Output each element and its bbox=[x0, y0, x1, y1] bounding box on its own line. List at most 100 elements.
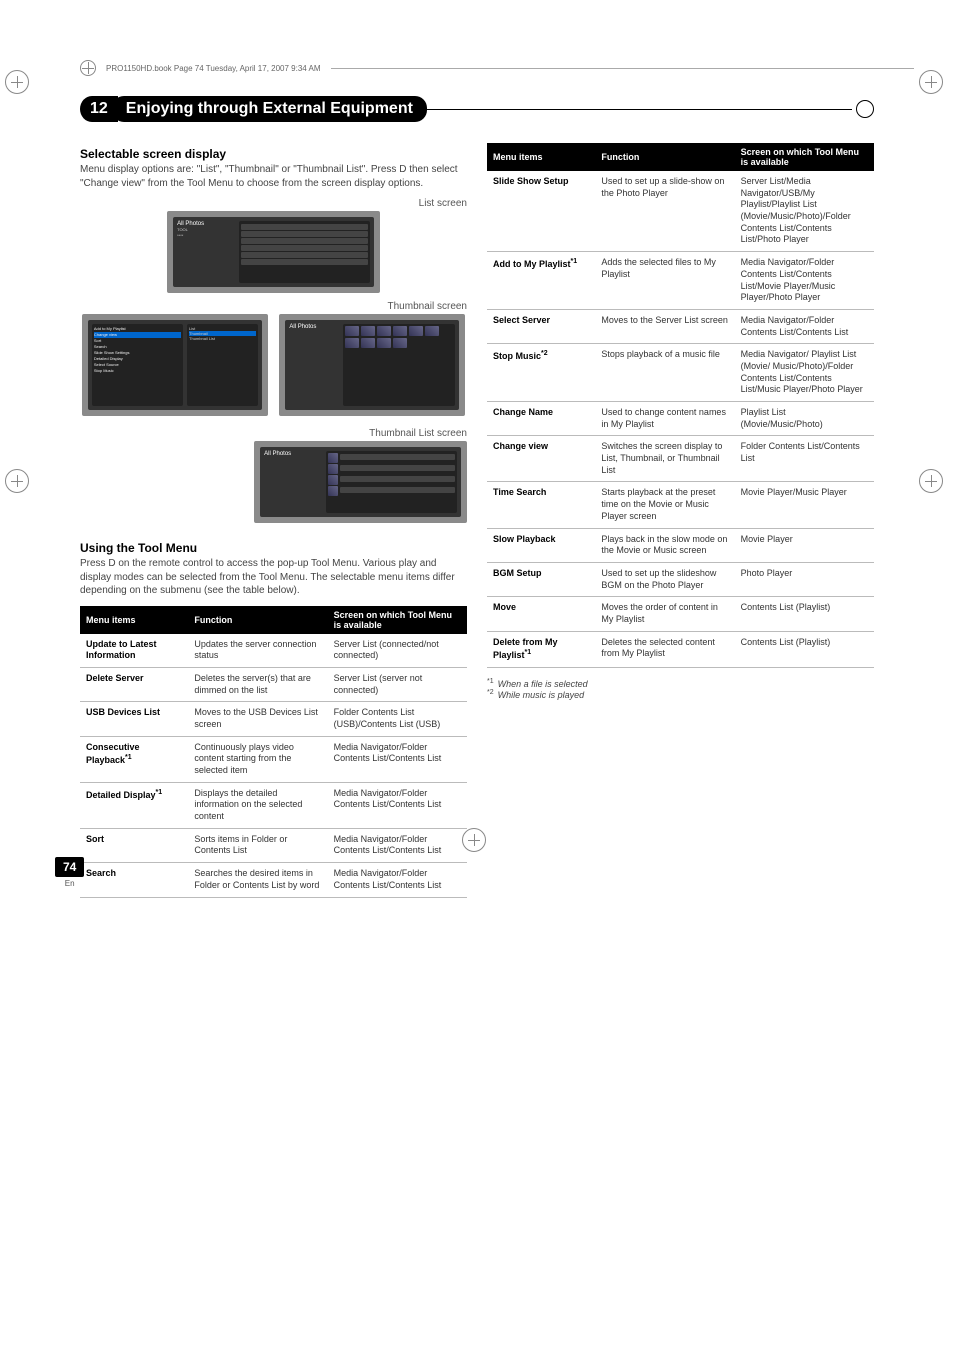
screenshot-thumblist: All Photos bbox=[254, 441, 467, 523]
cell-function: Moves the order of content in My Playlis… bbox=[595, 597, 734, 631]
section-body-toolmenu: Press D on the remote control to access … bbox=[80, 557, 467, 598]
cell-screen: Media Navigator/Folder Contents List/Con… bbox=[328, 828, 467, 862]
ss-title: All Photos bbox=[289, 324, 339, 330]
th-func: Function bbox=[595, 143, 734, 171]
superscript: *1 bbox=[156, 789, 163, 796]
cell-function: Deletes the server(s) that are dimmed on… bbox=[188, 667, 327, 701]
fn-text-2: While music is played bbox=[498, 690, 585, 700]
section-body-selectable: Menu display options are: "List", "Thumb… bbox=[80, 163, 467, 190]
cell-name: Consecutive Playback*1 bbox=[80, 736, 188, 782]
table-row: SearchSearches the desired items in Fold… bbox=[80, 863, 467, 897]
cell-function: Continuously plays video content startin… bbox=[188, 736, 327, 782]
cell-function: Deletes the selected content from My Pla… bbox=[595, 631, 734, 667]
cell-name: Slide Show Setup bbox=[487, 171, 595, 252]
chapter-header: 12 Enjoying through External Equipment bbox=[80, 96, 874, 122]
cell-screen: Server List (connected/not connected) bbox=[328, 634, 467, 668]
cell-name: Change Name bbox=[487, 402, 595, 436]
page-number: 74 bbox=[55, 857, 84, 877]
superscript: *1 bbox=[525, 649, 532, 656]
page-number-block: 74 En bbox=[55, 857, 84, 888]
table-row: MoveMoves the order of content in My Pla… bbox=[487, 597, 874, 631]
fn-text-1: When a file is selected bbox=[498, 679, 588, 689]
registration-mark bbox=[919, 70, 949, 100]
table-row: SortSorts items in Folder or Contents Li… bbox=[80, 828, 467, 862]
registration-mark bbox=[5, 469, 35, 499]
th-func: Function bbox=[188, 606, 327, 634]
cell-name: Delete Server bbox=[80, 667, 188, 701]
book-header: PRO1150HD.book Page 74 Tuesday, April 17… bbox=[80, 60, 914, 76]
table-row: Slide Show SetupUsed to set up a slide-s… bbox=[487, 171, 874, 252]
page-lang: En bbox=[55, 879, 84, 888]
cell-function: Sorts items in Folder or Contents List bbox=[188, 828, 327, 862]
cell-name: Slow Playback bbox=[487, 528, 595, 562]
table-row: Detailed Display*1Displays the detailed … bbox=[80, 782, 467, 828]
right-column: Menu items Function Screen on which Tool… bbox=[487, 137, 874, 898]
cell-function: Displays the detailed information on the… bbox=[188, 782, 327, 828]
cell-name: USB Devices List bbox=[80, 702, 188, 736]
table-row: Add to My Playlist*1Adds the selected fi… bbox=[487, 252, 874, 310]
fn-mark-1: *1 bbox=[487, 678, 494, 685]
footnotes: *1 When a file is selected *2 While music … bbox=[487, 678, 874, 700]
cell-screen: Folder Contents List/Contents List bbox=[735, 436, 874, 482]
th-items: Menu items bbox=[487, 143, 595, 171]
table-row: Delete ServerDeletes the server(s) that … bbox=[80, 667, 467, 701]
cell-name: Time Search bbox=[487, 482, 595, 528]
menu-table-left: Menu items Function Screen on which Tool… bbox=[80, 606, 467, 898]
cell-screen: Media Navigator/Folder Contents List/Con… bbox=[735, 252, 874, 310]
section-title-toolmenu: Using the Tool Menu bbox=[80, 541, 467, 555]
cell-name: Move bbox=[487, 597, 595, 631]
cell-name: BGM Setup bbox=[487, 562, 595, 596]
cell-screen: Media Navigator/Folder Contents List/Con… bbox=[328, 736, 467, 782]
screenshot-toolmenu: Add to My Playlist Change view Sort Sear… bbox=[82, 314, 268, 416]
cell-screen: Contents List (Playlist) bbox=[735, 597, 874, 631]
cell-function: Searches the desired items in Folder or … bbox=[188, 863, 327, 897]
cell-name: Delete from My Playlist*1 bbox=[487, 631, 595, 667]
cell-function: Adds the selected files to My Playlist bbox=[595, 252, 734, 310]
cell-function: Used to change content names in My Playl… bbox=[595, 402, 734, 436]
cell-name: Change view bbox=[487, 436, 595, 482]
cell-screen: Contents List (Playlist) bbox=[735, 631, 874, 667]
cell-name: Sort bbox=[80, 828, 188, 862]
registration-mark bbox=[5, 70, 35, 100]
cell-function: Moves to the Server List screen bbox=[595, 309, 734, 343]
table-row: Change NameUsed to change content names … bbox=[487, 402, 874, 436]
cell-screen: Media Navigator/ Playlist List (Movie/ M… bbox=[735, 344, 874, 402]
superscript: *2 bbox=[541, 350, 548, 357]
cell-function: Switches the screen display to List, Thu… bbox=[595, 436, 734, 482]
registration-mark bbox=[919, 469, 949, 499]
table-row: Stop Music*2Stops playback of a music fi… bbox=[487, 344, 874, 402]
menu-table-right: Menu items Function Screen on which Tool… bbox=[487, 143, 874, 668]
superscript: *1 bbox=[125, 754, 132, 761]
table-row: Change viewSwitches the screen display t… bbox=[487, 436, 874, 482]
left-column: Selectable screen display Menu display o… bbox=[80, 137, 467, 898]
cell-function: Used to set up the slideshow BGM on the … bbox=[595, 562, 734, 596]
cell-function: Updates the server connection status bbox=[188, 634, 327, 668]
cell-function: Plays back in the slow mode on the Movie… bbox=[595, 528, 734, 562]
cell-screen: Media Navigator/Folder Contents List/Con… bbox=[735, 309, 874, 343]
ss-title: All Photos bbox=[264, 451, 322, 457]
table-row: BGM SetupUsed to set up the slideshow BG… bbox=[487, 562, 874, 596]
table-row: Select ServerMoves to the Server List sc… bbox=[487, 309, 874, 343]
cell-screen: Server List (server not connected) bbox=[328, 667, 467, 701]
cell-name: Add to My Playlist*1 bbox=[487, 252, 595, 310]
screenshot-list: All Photos TOOL**** bbox=[167, 211, 380, 293]
registration-mark bbox=[462, 828, 492, 858]
cell-screen: Playlist List (Movie/Music/Photo) bbox=[735, 402, 874, 436]
table-row: Consecutive Playback*1Continuously plays… bbox=[80, 736, 467, 782]
cell-screen: Movie Player bbox=[735, 528, 874, 562]
cell-name: Search bbox=[80, 863, 188, 897]
table-row: Time SearchStarts playback at the preset… bbox=[487, 482, 874, 528]
label-thumb-screen: Thumbnail screen bbox=[80, 301, 467, 312]
ss-view-item: Thumbnail List bbox=[189, 336, 256, 341]
cell-function: Used to set up a slide-show on the Photo… bbox=[595, 171, 734, 252]
book-header-text: PRO1150HD.book Page 74 Tuesday, April 17… bbox=[106, 64, 321, 73]
fn-mark-2: *2 bbox=[487, 689, 494, 696]
table-row: USB Devices ListMoves to the USB Devices… bbox=[80, 702, 467, 736]
cell-name: Stop Music*2 bbox=[487, 344, 595, 402]
ss-menu-item: Stop Music bbox=[94, 368, 181, 374]
label-list-screen: List screen bbox=[80, 198, 467, 209]
cell-screen: Media Navigator/Folder Contents List/Con… bbox=[328, 863, 467, 897]
cell-screen: Media Navigator/Folder Contents List/Con… bbox=[328, 782, 467, 828]
section-title-selectable: Selectable screen display bbox=[80, 147, 467, 161]
cell-screen: Server List/Media Navigator/USB/My Playl… bbox=[735, 171, 874, 252]
